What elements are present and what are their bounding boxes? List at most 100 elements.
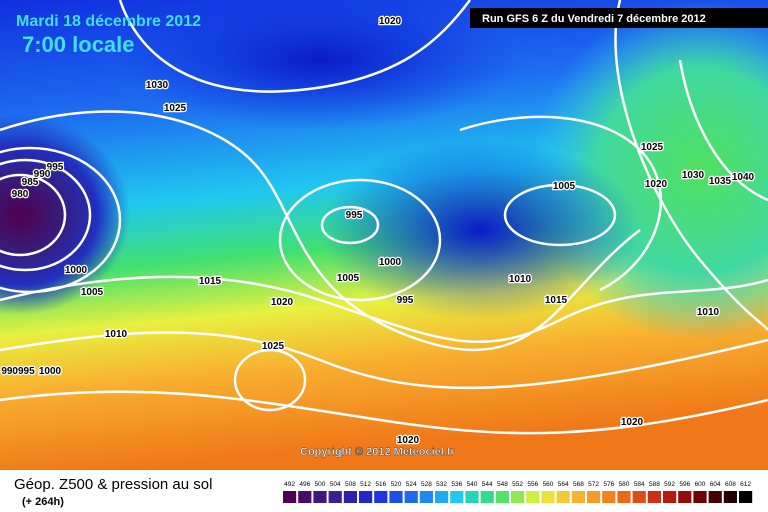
- isobar-label: 1005: [337, 273, 360, 284]
- isobar-label: 1010: [697, 307, 720, 318]
- isobar: [0, 158, 92, 272]
- scale-swatch: [511, 491, 525, 503]
- isobar: [278, 178, 442, 302]
- scale-swatch: [647, 491, 661, 503]
- isobar: [678, 59, 768, 202]
- isobar: [118, 0, 471, 93]
- isobar-label: 1030: [146, 80, 169, 91]
- scale-swatch: [602, 491, 616, 503]
- scale-swatch: [678, 491, 692, 503]
- scale-label: 572: [588, 481, 599, 488]
- scale-label: 552: [512, 481, 523, 488]
- isobar-label: 1020: [645, 179, 668, 190]
- isobar-label: 1025: [262, 341, 285, 352]
- scale-swatch: [617, 491, 631, 503]
- isobar-label: 1020: [379, 16, 402, 27]
- scale-label: 500: [315, 481, 326, 488]
- isobar: [459, 115, 662, 292]
- scale-swatch: [480, 491, 494, 503]
- isobar-label: 990: [34, 169, 51, 180]
- scale-swatch: [571, 491, 585, 503]
- isobar-label: 985: [22, 177, 39, 188]
- scale-label: 496: [299, 481, 310, 488]
- run: Run GFS 6 Z du Vendredi 7 décembre 2012: [482, 13, 706, 25]
- scale-label: 512: [360, 481, 371, 488]
- scale-swatch: [708, 491, 722, 503]
- scale-swatch: [556, 491, 570, 503]
- scale-swatch: [435, 491, 449, 503]
- scale-swatch: [419, 491, 433, 503]
- scale-swatch: [465, 491, 479, 503]
- isobar-label: 1005: [553, 181, 576, 192]
- scale-swatch: [587, 491, 601, 503]
- isobar-label: 1040: [732, 172, 755, 183]
- scale-swatch: [632, 491, 646, 503]
- isobar-label: 1020: [621, 417, 644, 428]
- scale-label: 568: [573, 481, 584, 488]
- scale-label: 508: [345, 481, 356, 488]
- scale-swatch: [343, 491, 357, 503]
- scale-label: 492: [284, 481, 295, 488]
- scale-swatch: [693, 491, 707, 503]
- trough-area: [320, 140, 640, 320]
- scale-label: 540: [467, 481, 478, 488]
- scale-label: 520: [391, 481, 402, 488]
- scale-label: 576: [603, 481, 614, 488]
- scale-swatch: [389, 491, 403, 503]
- isobar: [0, 173, 67, 257]
- scale-label: 608: [725, 481, 736, 488]
- isobar: [0, 110, 641, 352]
- isobar-label: 1000: [39, 366, 62, 377]
- scale-swatch: [283, 491, 297, 503]
- isobar-label: 1020: [397, 435, 420, 446]
- isobar: [614, 0, 768, 331]
- scale-label: 604: [710, 481, 721, 488]
- date: Mardi 18 décembre 2012: [16, 13, 201, 30]
- scale-label: 584: [634, 481, 645, 488]
- scale-swatch: [495, 491, 509, 503]
- time: 7:00 locale: [22, 32, 135, 57]
- scale-swatch: [359, 491, 373, 503]
- scale-swatch: [374, 491, 388, 503]
- isobar-label: 1000: [65, 265, 88, 276]
- scale-swatch: [328, 491, 342, 503]
- isobar-label: 990995: [1, 366, 35, 377]
- isobar-label: 1010: [509, 274, 532, 285]
- isobar: [0, 275, 768, 343]
- isobar-labels: 1020103010259959909859801000100510151020…: [0, 15, 756, 448]
- scale-label: 588: [649, 481, 660, 488]
- scale-swatch: [663, 491, 677, 503]
- isobar-label: 1000: [379, 257, 402, 268]
- footer-lead: (+ 264h): [22, 496, 64, 508]
- isobar-label: 1005: [81, 287, 104, 298]
- isobar-label: 1010: [105, 329, 128, 340]
- scale-label: 544: [482, 481, 493, 488]
- scale-label: 600: [695, 481, 706, 488]
- scale-label: 516: [375, 481, 386, 488]
- scale-label: 580: [619, 481, 630, 488]
- run-box: [470, 8, 768, 28]
- scale-label: 560: [543, 481, 554, 488]
- trough-area: [120, 0, 520, 130]
- scale-label: 528: [421, 481, 432, 488]
- isobar-label: 1030: [682, 170, 705, 181]
- scale-label: 524: [406, 481, 417, 488]
- isobar-label: 1035: [709, 176, 732, 187]
- isobar: [0, 331, 768, 390]
- scale-label: 504: [330, 481, 341, 488]
- scale-label: 592: [664, 481, 675, 488]
- isobar: [0, 390, 768, 435]
- scale-label: 564: [558, 481, 569, 488]
- scale-swatch: [404, 491, 418, 503]
- isobar-label: 1015: [199, 276, 222, 287]
- isobar-label: 980: [12, 189, 29, 200]
- scale-label: 556: [527, 481, 538, 488]
- isobar-label: 1025: [164, 103, 187, 114]
- isobar: [320, 205, 380, 245]
- scale-swatch: [739, 491, 753, 503]
- scale-swatch: [541, 491, 555, 503]
- isobar-label: 1015: [545, 295, 568, 306]
- scale-label: 532: [436, 481, 447, 488]
